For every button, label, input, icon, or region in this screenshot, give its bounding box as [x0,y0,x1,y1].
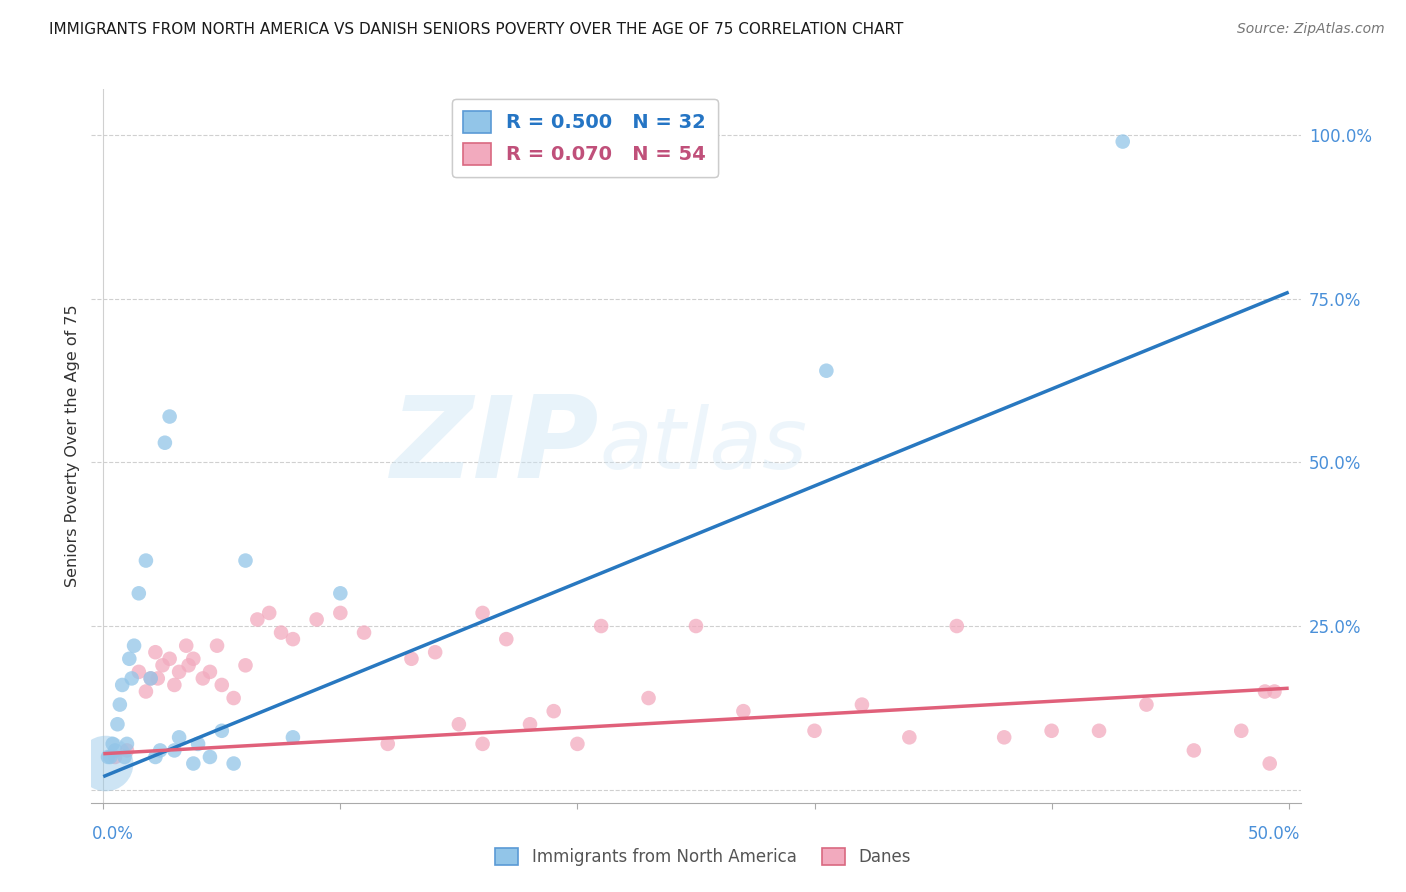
Point [270,625,292,640]
Point [471,606,494,620]
Point [1040,723,1063,738]
Point [128,665,150,679]
Point [567,737,589,751]
Point [471,737,494,751]
Point [153,435,176,450]
Point [104,750,127,764]
Point [94,756,117,771]
Point [149,743,172,757]
Point [101,737,124,751]
Point [107,717,129,731]
Point [121,672,143,686]
Point [139,672,162,686]
Point [159,409,181,424]
Point [146,672,169,686]
Point [1088,723,1111,738]
Point [377,737,399,751]
Text: 50.0%: 50.0% [1249,825,1301,843]
Point [1263,684,1285,698]
Point [222,691,245,706]
Point [1258,756,1281,771]
Point [114,750,136,764]
Point [898,731,921,745]
Text: ZIP: ZIP [391,391,599,501]
Point [205,639,228,653]
Point [993,731,1015,745]
Point [1182,743,1205,757]
Point [183,652,205,666]
Point [305,612,328,626]
Point [519,717,541,731]
Text: atlas: atlas [599,404,807,488]
Point [115,737,138,751]
Point [281,731,304,745]
Text: 0.0%: 0.0% [91,825,134,843]
Point [815,364,838,378]
Point [191,672,214,686]
Point [235,658,257,673]
Point [198,750,221,764]
Text: IMMIGRANTS FROM NORTH AMERICA VS DANISH SENIORS POVERTY OVER THE AGE OF 75 CORRE: IMMIGRANTS FROM NORTH AMERICA VS DANISH … [49,22,904,37]
Point [1112,135,1135,149]
Point [118,652,141,666]
Point [329,586,352,600]
Point [1254,684,1277,698]
Legend: Immigrants from North America, Danes: Immigrants from North America, Danes [488,841,918,873]
Point [851,698,873,712]
Point [733,704,755,718]
Point [135,553,157,567]
Point [108,698,131,712]
Point [122,639,145,653]
Point [425,645,447,659]
Point [128,586,150,600]
Point [111,678,134,692]
Point [135,684,157,698]
Point [685,619,707,633]
Point [211,723,233,738]
Point [1135,698,1157,712]
Y-axis label: Seniors Poverty Over the Age of 75: Seniors Poverty Over the Age of 75 [65,305,80,587]
Point [139,672,162,686]
Point [174,639,197,653]
Point [183,756,205,771]
Point [159,652,181,666]
Point [222,756,245,771]
Point [145,645,167,659]
Point [145,750,167,764]
Point [98,750,121,764]
Point [447,717,470,731]
Point [803,723,825,738]
Legend: R = 0.500   N = 32, R = 0.070   N = 54: R = 0.500 N = 32, R = 0.070 N = 54 [451,99,717,177]
Point [329,606,352,620]
Point [353,625,375,640]
Point [167,665,190,679]
Point [167,731,190,745]
Point [235,553,257,567]
Point [637,691,659,706]
Point [211,678,233,692]
Point [177,658,200,673]
Point [543,704,565,718]
Point [187,737,209,751]
Point [115,743,138,757]
Point [163,743,186,757]
Point [246,612,269,626]
Point [495,632,517,647]
Text: Source: ZipAtlas.com: Source: ZipAtlas.com [1237,22,1385,37]
Point [281,632,304,647]
Point [945,619,967,633]
Point [97,750,120,764]
Point [163,678,186,692]
Point [257,606,280,620]
Point [1230,723,1253,738]
Point [152,658,174,673]
Point [198,665,221,679]
Point [591,619,613,633]
Point [401,652,423,666]
Point [104,743,127,757]
